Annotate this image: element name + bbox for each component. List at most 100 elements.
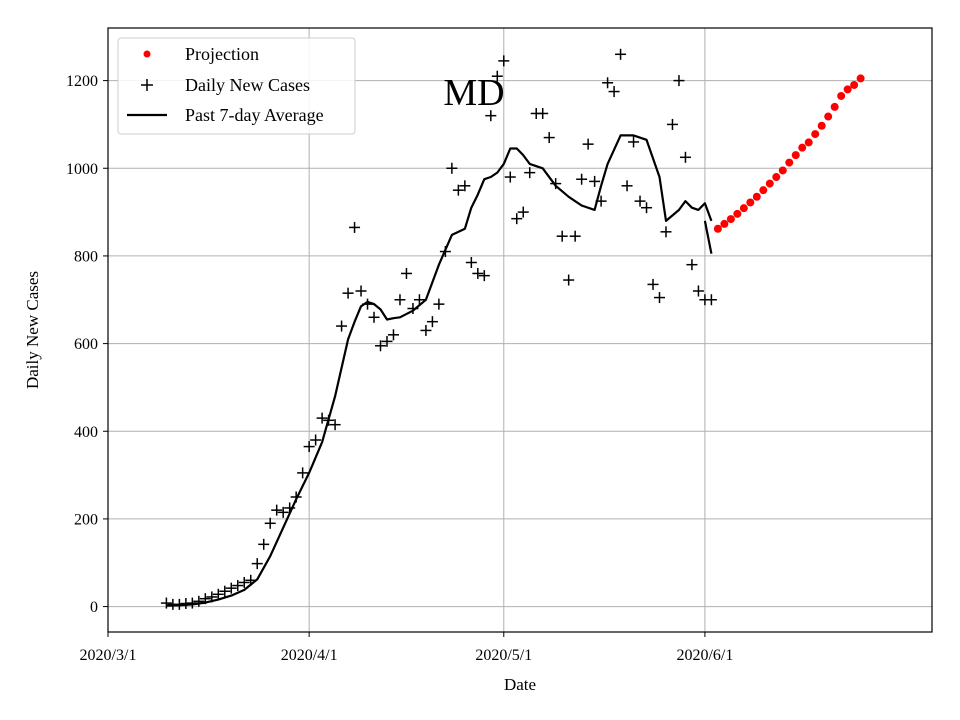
daily-case-marker [621, 180, 633, 192]
projection-point [772, 173, 781, 182]
daily-case-marker [595, 195, 607, 207]
projection-point [830, 102, 839, 111]
projection-point [759, 186, 768, 195]
projection-point [746, 198, 755, 207]
y-tick-label: 800 [74, 248, 98, 265]
daily-case-marker [225, 582, 237, 594]
legend: Projection Daily New Cases Past 7-day Av… [117, 37, 356, 135]
daily-case-marker [653, 292, 665, 304]
daily-case-marker [173, 598, 185, 610]
projection-point [791, 151, 800, 160]
daily-case-marker [387, 329, 399, 341]
x-axis: 2020/3/1 2020/4/1 2020/5/1 2020/6/1 [80, 632, 733, 664]
projection-point [739, 204, 748, 213]
daily-case-marker [375, 340, 387, 352]
daily-case-marker [602, 77, 614, 89]
daily-case-marker [186, 597, 198, 609]
projection-point [824, 112, 833, 121]
daily-case-marker [705, 294, 717, 306]
daily-case-marker [692, 285, 704, 297]
daily-case-marker [550, 178, 562, 190]
daily-case-marker [543, 132, 555, 144]
daily-case-marker [498, 55, 510, 67]
daily-case-marker [446, 162, 458, 174]
daily-case-marker [666, 118, 678, 130]
daily-case-marker [673, 75, 685, 87]
projection-point [850, 80, 859, 89]
average-line-tail [703, 220, 713, 254]
chart-title: MD [443, 72, 504, 114]
daily-case-marker [342, 287, 354, 299]
daily-case-marker [413, 294, 425, 306]
projection-point [837, 91, 846, 100]
daily-case-marker [511, 213, 523, 225]
x-tick-label: 2020/4/1 [281, 647, 338, 664]
daily-case-marker [238, 576, 250, 588]
projection-point [811, 130, 820, 139]
daily-case-marker [569, 230, 581, 242]
daily-case-marker [290, 491, 302, 503]
daily-case-marker [193, 595, 205, 607]
daily-case-marker [478, 270, 490, 282]
y-tick-label: 1000 [66, 161, 98, 178]
y-tick-label: 200 [74, 511, 98, 528]
x-axis-label: Date [504, 675, 536, 694]
daily-case-marker [641, 202, 653, 214]
projection-point [785, 158, 794, 167]
y-tick-label: 0 [90, 599, 98, 616]
y-tick-label: 400 [74, 424, 98, 441]
daily-case-marker [310, 434, 322, 446]
projection-point [843, 85, 852, 94]
daily-case-marker [284, 502, 296, 514]
projection-point [798, 143, 807, 152]
daily-case-marker [465, 256, 477, 268]
daily-case-marker [679, 151, 691, 163]
daily-case-marker [439, 246, 451, 258]
daily-case-marker [297, 467, 309, 479]
daily-case-marker [647, 278, 659, 290]
y-tick-label: 1200 [66, 73, 98, 90]
daily-case-marker [589, 175, 601, 187]
daily-case-marker [615, 48, 627, 60]
daily-case-marker [277, 506, 289, 518]
daily-case-marker [349, 221, 361, 233]
daily-case-marker [459, 180, 471, 192]
daily-case-marker [219, 585, 231, 597]
y-axis: 0 200 400 600 800 1000 1200 [66, 73, 108, 616]
daily-case-marker [160, 597, 172, 609]
projection-point [765, 179, 774, 188]
daily-case-marker [485, 110, 497, 122]
projection-point [726, 215, 735, 224]
daily-case-marker [394, 294, 406, 306]
daily-case-marker [686, 259, 698, 271]
daily-case-marker [316, 412, 328, 424]
daily-case-marker [524, 167, 536, 179]
daily-case-marker [336, 320, 348, 332]
daily-case-marker [433, 298, 445, 310]
projection-point [817, 121, 826, 130]
daily-case-marker [323, 414, 335, 426]
daily-case-marker [258, 538, 270, 550]
daily-case-marker [329, 419, 341, 431]
grid [107, 28, 932, 632]
daily-case-marker [608, 86, 620, 98]
daily-case-marker [303, 441, 315, 453]
legend-marker-projection [143, 50, 151, 58]
daily-case-marker [628, 136, 640, 148]
projection-point [804, 138, 813, 147]
x-tick-label: 2020/5/1 [475, 647, 532, 664]
daily-case-marker [517, 206, 529, 218]
daily-case-marker [582, 138, 594, 150]
daily-case-marker [362, 298, 374, 310]
projection-point [713, 224, 722, 233]
y-tick-label: 600 [74, 336, 98, 353]
projection-point [778, 166, 787, 175]
daily-case-marker [537, 107, 549, 119]
x-tick-label: 2020/3/1 [80, 647, 137, 664]
daily-case-marker [634, 195, 646, 207]
projection-point [752, 192, 761, 201]
daily-case-marker [472, 267, 484, 279]
x-tick-label: 2020/6/1 [676, 647, 733, 664]
daily-case-marker [381, 335, 393, 347]
